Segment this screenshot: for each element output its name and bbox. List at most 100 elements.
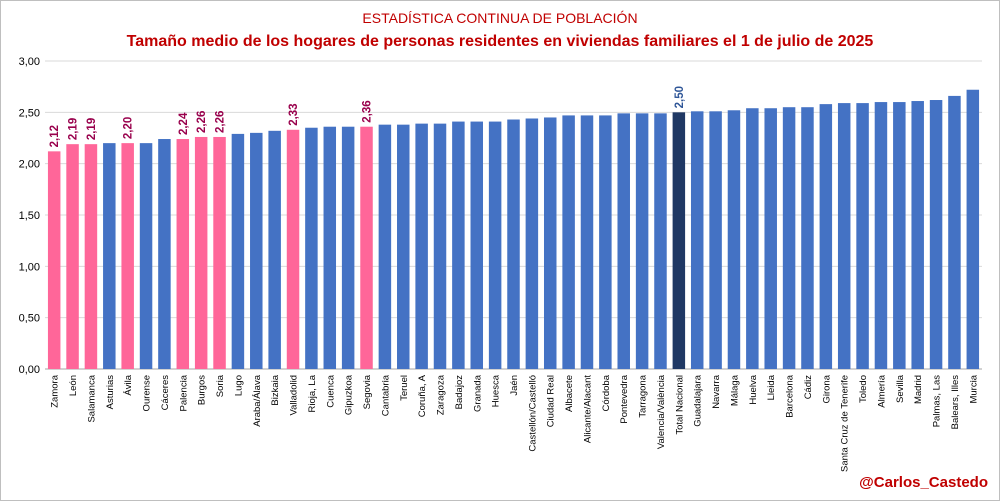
data-label: 2,19 <box>68 118 80 140</box>
category-label: Málaga <box>729 374 740 406</box>
data-label: 2,19 <box>86 118 98 140</box>
category-label: Huesca <box>491 374 502 407</box>
bar <box>415 123 428 369</box>
y-tick-label: 0,50 <box>19 313 40 325</box>
bar <box>599 115 612 369</box>
bar <box>121 143 134 369</box>
category-label: Santa Cruz de Tenerife <box>840 375 851 472</box>
category-label: Valencia/València <box>656 374 667 449</box>
category-label: Salamanca <box>86 374 97 422</box>
bar <box>525 118 539 369</box>
y-tick-label: 0,00 <box>19 364 40 376</box>
bar <box>580 115 594 369</box>
bar <box>305 127 318 369</box>
category-label: Palencia <box>178 374 189 411</box>
bar <box>562 115 575 369</box>
data-label: 2,26 <box>196 111 208 133</box>
bar <box>709 111 722 369</box>
bar <box>929 100 943 369</box>
data-label: 2,12 <box>49 125 61 147</box>
category-label: Lleida <box>766 374 777 400</box>
bar <box>341 126 355 369</box>
category-label: Jaén <box>509 375 520 396</box>
bar <box>488 121 502 369</box>
category-label: Cáceres <box>160 375 171 411</box>
y-tick-label: 2,00 <box>19 159 40 171</box>
category-label: Lugo <box>233 375 244 396</box>
bar <box>893 102 906 370</box>
category-label: Total Nacional <box>674 375 685 435</box>
bar <box>837 103 851 370</box>
category-label: Córdoba <box>601 374 612 411</box>
bar <box>452 121 465 369</box>
bar <box>470 121 484 369</box>
bar <box>911 101 924 369</box>
category-label: Valladolid <box>289 375 300 416</box>
category-label: Ciudad Real <box>546 375 557 427</box>
category-label: Balears, Illes <box>950 375 961 430</box>
category-label: Soria <box>215 374 226 397</box>
bar <box>672 112 686 369</box>
bar <box>874 102 888 370</box>
bar <box>286 129 300 369</box>
bar <box>433 123 447 369</box>
y-tick-label: 3,00 <box>19 56 40 68</box>
category-label: Almería <box>876 374 887 407</box>
category-label: Albacete <box>564 375 575 412</box>
category-label: Cádiz <box>803 375 814 400</box>
y-tick-label: 1,50 <box>19 210 40 222</box>
category-label: Huelva <box>748 374 759 404</box>
bar <box>139 143 153 369</box>
category-label: Badajoz <box>454 375 465 410</box>
bar <box>250 132 263 369</box>
bar <box>378 124 392 369</box>
category-label: Barcelona <box>785 374 796 417</box>
category-label: Asturias <box>105 375 116 410</box>
chart-title: Tamaño medio de los hogares de personas … <box>126 33 874 50</box>
bar <box>194 136 208 369</box>
data-label: 2,36 <box>362 100 374 122</box>
category-label: Ourense <box>142 375 153 411</box>
bar <box>47 151 61 369</box>
data-label: 2,33 <box>288 103 300 125</box>
category-label: Bizkaia <box>270 374 281 405</box>
category-label: Araba/Álava <box>252 374 263 426</box>
y-tick-label: 2,50 <box>19 107 40 119</box>
data-label: 2,24 <box>178 112 190 135</box>
category-label: Granada <box>472 374 483 412</box>
category-label: Toledo <box>858 375 869 403</box>
bar <box>635 113 649 369</box>
category-label: Zamora <box>50 374 61 407</box>
data-label: 2,20 <box>123 117 135 139</box>
category-label: León <box>68 375 79 396</box>
bar <box>819 104 833 370</box>
bar <box>231 133 245 369</box>
bar <box>158 139 171 369</box>
category-label: Rioja, La <box>307 374 318 412</box>
bar <box>746 108 759 369</box>
category-label: Coruña, A <box>417 374 428 417</box>
bar <box>323 126 337 369</box>
category-label: Ávila <box>123 374 134 395</box>
bar <box>397 124 410 369</box>
category-label: Guadalajara <box>693 374 704 426</box>
bar <box>782 107 796 369</box>
category-label: Castellón/Castelló <box>527 375 538 452</box>
bar <box>543 117 557 369</box>
bar <box>213 136 226 369</box>
bar <box>948 95 961 369</box>
y-tick-label: 1,00 <box>19 261 40 273</box>
author-credit: @Carlos_Castedo <box>859 474 988 491</box>
category-label: Madrid <box>913 375 924 404</box>
bar <box>84 144 98 369</box>
category-label: Alicante/Alacant <box>582 375 593 443</box>
category-label: Palmas, Las <box>932 375 943 428</box>
bar <box>727 110 741 369</box>
category-label: Sevilla <box>895 374 906 403</box>
bar <box>856 103 869 370</box>
bar <box>764 108 777 369</box>
category-label: Segovia <box>362 374 373 409</box>
bar <box>268 130 281 369</box>
bar <box>103 143 116 369</box>
